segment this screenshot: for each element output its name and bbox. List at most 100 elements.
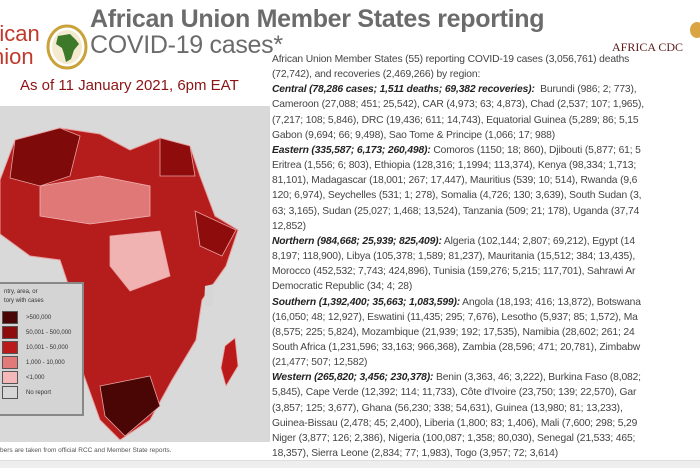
as-of-date: As of 11 January 2021, 6pm EAT — [20, 77, 239, 94]
summary-line: (7,217; 108; 5,846), DRC (19,436; 611; 1… — [272, 113, 700, 128]
region-south-darkest — [99, 375, 161, 437]
country-figures: 12,852) — [272, 220, 306, 232]
africa-cdc-logo: AFRICA CDC — [612, 40, 684, 54]
country-figures: Guinea-Bissau (2,478; 45; 2,400), Liberi… — [272, 417, 638, 429]
summary-line: (3,857; 125; 3,677), Ghana (56,230; 338;… — [272, 401, 700, 416]
summary-line: 63; 3,165), Sudan (25,027; 1,468; 13,524… — [272, 204, 700, 219]
country-figures: (16,050; 48; 12,927), Eswatini (11,435; … — [272, 311, 638, 323]
region-horn — [194, 210, 237, 257]
legend-label: 10,001 - 50,000 — [26, 344, 69, 351]
title-line-2: COVID-19 cases* — [90, 31, 283, 59]
summary-line: Gabon (9,694; 66; 9,498), Sao Tome & Pri… — [272, 128, 700, 143]
legend-swatch — [2, 341, 18, 354]
country-figures: 81,101), Madagascar (18,001; 267; 17,447… — [272, 175, 638, 187]
summary-line: (16,050; 48; 12,927), Eswatini (11,435; … — [272, 310, 700, 325]
legend-item: 50,001 - 500,000 — [0, 325, 82, 340]
african-union-emblem-icon — [46, 24, 88, 70]
region-heading: Southern (1,392,400; 35,663; 1,083,599): — [272, 296, 461, 308]
country-figures: 5,845), Cape Verde (12,392; 114; 11,733)… — [272, 387, 637, 399]
region-central-light — [109, 230, 171, 292]
summary-line: Democratic Republic (34; 4; 28) — [272, 279, 700, 294]
country-figures: Comoros (1150; 18; 860), Djibouti (5,877… — [430, 144, 641, 156]
summary-line: (21,477; 507; 12,582) — [272, 355, 700, 370]
legend-item: 1,000 - 10,000 — [0, 355, 82, 370]
region-no-report — [204, 284, 214, 306]
legend-label: 50,001 - 500,000 — [26, 329, 72, 336]
summary-line: (72,742), and recoveries (2,469,266) by … — [272, 67, 700, 82]
legend-heading-line: ntry, area, or — [4, 289, 38, 295]
summary-line: Northern (984,668; 25,939; 825,409): Alg… — [272, 234, 700, 249]
country-figures: (8,575; 225; 5,824), Mozambique (21,939;… — [272, 326, 635, 338]
africa-choropleth-map — [0, 127, 239, 441]
summary-line: Eastern (335,587; 6,173; 260,498): Comor… — [272, 143, 700, 158]
legend-label: >500,000 — [26, 314, 52, 321]
legend-item: <1,000 — [0, 370, 82, 385]
country-figures: (3,857; 125; 3,677), Ghana (56,230; 338;… — [272, 402, 623, 414]
country-figures: (21,477; 507; 12,582) — [272, 357, 368, 369]
country-figures: 18,357), Sierra Leone (2,834; 77; 1,983)… — [272, 448, 559, 460]
au-logo-line: nion — [0, 44, 34, 69]
legend-label: 1,000 - 10,000 — [26, 359, 65, 366]
region-heading: Central (78,286 cases; 1,511 deaths; 69,… — [272, 84, 535, 96]
country-figures: 120; 6,974), Seychelles (531; 1; 278), S… — [272, 190, 642, 202]
summary-line: 5,845), Cape Verde (12,392; 114; 11,733)… — [272, 385, 700, 400]
summary-line: 12,852) — [272, 219, 700, 234]
summary-line: 81,101), Madagascar (18,001; 267; 17,447… — [272, 173, 700, 188]
regional-summary-text: African Union Member States (55) reporti… — [272, 52, 700, 460]
country-figures: Burundi (986; 2; 773), — [534, 84, 637, 96]
legend-heading-line: tory with cases — [4, 298, 44, 304]
country-figures: (7,217; 108; 5,846), DRC (19,436; 611; 1… — [272, 114, 639, 126]
summary-line: African Union Member States (55) reporti… — [272, 52, 700, 67]
country-figures: 8,197; 118,900), Libya (105,378; 1,589; … — [272, 251, 636, 263]
legend-swatch — [2, 326, 18, 339]
bottom-strip — [0, 460, 700, 468]
summary-line: Cameroon (27,088; 451; 25,542), CAR (4,9… — [272, 97, 700, 112]
summary-line: 120; 6,974), Seychelles (531; 1; 278), S… — [272, 188, 700, 203]
legend-item: 10,001 - 50,000 — [0, 340, 82, 355]
summary-line: Central (78,286 cases; 1,511 deaths; 69,… — [272, 82, 700, 97]
region-heading: Western (265,820; 3,456; 230,378): — [272, 372, 434, 384]
title-line-1: African Union Member States reporting — [90, 5, 545, 33]
au-logo-text: rican nion — [0, 22, 40, 68]
footnote: bers are taken from official RCC and Mem… — [0, 447, 172, 454]
country-figures: South Africa (1,231,596; 33,163; 966,368… — [272, 341, 641, 353]
au-logo-line: rican — [0, 21, 40, 46]
country-figures: Algeria (102,144; 2,807; 69,212), Egypt … — [441, 235, 635, 247]
region-sahel-light — [39, 175, 151, 225]
country-figures: Eritrea (1,556; 6; 803), Ethiopia (128,3… — [272, 160, 637, 172]
country-figures: Gabon (9,694; 66; 9,498), Sao Tome & Pri… — [272, 129, 556, 141]
region-heading: Northern (984,668; 25,939; 825,409): — [272, 235, 442, 247]
summary-line: South Africa (1,231,596; 33,163; 966,368… — [272, 340, 700, 355]
region-heading: Eastern (335,587; 6,173; 260,498): — [272, 144, 431, 156]
summary-line: 18,357), Sierra Leone (2,834; 77; 1,983)… — [272, 446, 700, 460]
summary-line: Eritrea (1,556; 6; 803), Ethiopia (128,3… — [272, 158, 700, 173]
region-north-dark — [9, 127, 81, 187]
legend-label: <1,000 — [26, 374, 45, 381]
country-figures: 63; 3,165), Sudan (25,027; 1,468; 13,524… — [272, 205, 640, 217]
africa-cdc-logo-mark-icon — [690, 22, 700, 38]
legend-swatch — [2, 356, 18, 369]
legend-item: >500,000 — [0, 310, 82, 325]
summary-line: (8,575; 225; 5,824), Mozambique (21,939;… — [272, 325, 700, 340]
legend-heading: ntry, area, or tory with cases — [0, 284, 82, 306]
summary-line: Morocco (452,532; 7,743; 424,896), Tunis… — [272, 264, 700, 279]
country-figures: Morocco (452,532; 7,743; 424,896), Tunis… — [272, 266, 636, 278]
summary-line: Southern (1,392,400; 35,663; 1,083,599):… — [272, 295, 700, 310]
summary-line: Guinea-Bissau (2,478; 45; 2,400), Liberi… — [272, 416, 700, 431]
country-figures: Cameroon (27,088; 451; 25,542), CAR (4,9… — [272, 99, 644, 111]
country-figures: Niger (3,877; 126; 2,386), Nigeria (100,… — [272, 432, 636, 444]
legend-item: No report — [0, 385, 82, 400]
region-egypt — [159, 137, 196, 177]
summary-line: Niger (3,877; 126; 2,386), Nigeria (100,… — [272, 431, 700, 446]
legend-swatch — [2, 371, 18, 384]
map-legend: ntry, area, or tory with cases >500,000 5… — [0, 282, 84, 416]
country-figures: Democratic Republic (34; 4; 28) — [272, 281, 413, 293]
summary-line: 8,197; 118,900), Libya (105,378; 1,589; … — [272, 249, 700, 264]
madagascar — [220, 337, 239, 388]
country-figures: African Union Member States (55) reporti… — [272, 54, 630, 65]
summary-line: Western (265,820; 3,456; 230,378): Benin… — [272, 370, 700, 385]
country-figures: (72,742), and recoveries (2,469,266) by … — [272, 69, 481, 81]
country-figures: Angola (18,193; 416; 13,872), Botswana — [460, 296, 641, 308]
legend-swatch — [2, 386, 18, 399]
legend-swatch — [2, 311, 18, 324]
